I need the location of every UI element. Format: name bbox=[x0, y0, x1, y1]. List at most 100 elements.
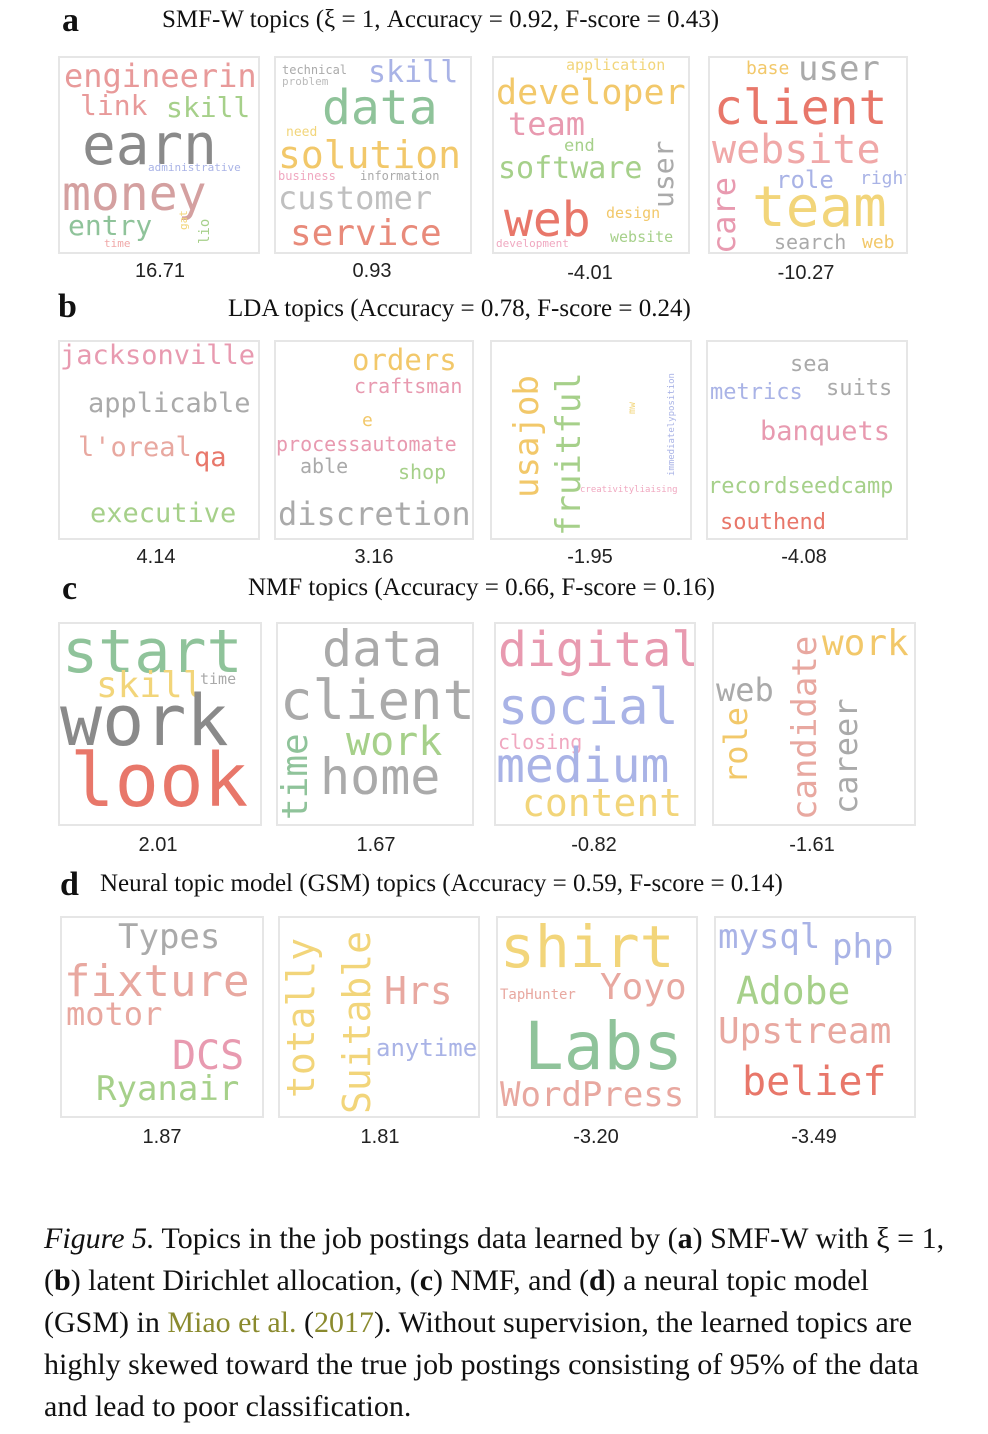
panel-letter-d: d bbox=[60, 866, 79, 903]
figure-label: Figure 5. bbox=[44, 1222, 155, 1255]
topic-score: 3.16 bbox=[354, 546, 394, 568]
cloud-word: role bbox=[717, 706, 755, 784]
wordcloud-a4: base user client website care role righ t… bbox=[708, 56, 908, 254]
cloud-word: administrative bbox=[148, 161, 241, 174]
cloud-word: totally bbox=[279, 937, 323, 1098]
cloud-word: data bbox=[322, 622, 443, 678]
cloud-word: data bbox=[322, 80, 438, 136]
wordcloud-b3: usajob fruitful mw immediatelyposition c… bbox=[490, 340, 692, 540]
figure-caption: Figure 5. Topics in the job postings dat… bbox=[44, 1218, 949, 1428]
wordcloud-b2: orders craftsman e processautomate able … bbox=[274, 340, 474, 540]
cloud-word: look bbox=[70, 738, 249, 824]
cloud-word: website bbox=[610, 228, 674, 246]
cloud-word: DCS bbox=[172, 1033, 245, 1079]
cloud-word: shirt bbox=[500, 916, 675, 981]
cloud-word: information bbox=[360, 169, 440, 183]
cloud-word: Suitable bbox=[335, 930, 379, 1114]
cloud-word: developer bbox=[496, 73, 686, 113]
cloud-word: time bbox=[200, 670, 237, 688]
cloud-word: earn bbox=[82, 113, 217, 178]
cloud-word: problem bbox=[282, 75, 329, 88]
cloud-word: career bbox=[827, 698, 865, 814]
wordcloud-c2: data client time work home bbox=[276, 622, 474, 826]
cloud-word: web bbox=[716, 671, 774, 709]
cloud-word: discretion bbox=[278, 495, 471, 533]
cloud-word: work bbox=[346, 719, 443, 765]
panel-letter-a: a bbox=[62, 2, 79, 39]
cloud-word: business bbox=[278, 169, 336, 183]
citation-year-link[interactable]: 2017 bbox=[313, 1306, 374, 1339]
cloud-word: Labs bbox=[524, 1008, 683, 1085]
cloud-word: team bbox=[508, 105, 586, 143]
wordcloud-c4: web work role candidate career bbox=[712, 622, 916, 826]
topic-score: 1.87 bbox=[142, 1126, 182, 1148]
cloud-word: jacksonville bbox=[60, 340, 256, 371]
cloud-word: software bbox=[498, 151, 643, 186]
cloud-word: craftsman bbox=[354, 374, 463, 398]
cloud-word: immediatelyposition bbox=[667, 373, 677, 476]
cloud-word: digital bbox=[498, 622, 696, 678]
wordcloud-a1: engineering link skill earn administrati… bbox=[58, 56, 260, 254]
caption-text: Topics in the job postings data learned … bbox=[154, 1222, 678, 1255]
cloud-word: search bbox=[774, 230, 847, 254]
cloud-word: work bbox=[822, 623, 909, 664]
cloud-word: creativityliaising bbox=[580, 485, 678, 495]
cloud-word: home bbox=[320, 748, 441, 806]
cloud-word: usajob bbox=[507, 375, 547, 498]
cloud-word: role bbox=[776, 166, 834, 194]
caption-text: ) a neural topic model (GSM) in bbox=[44, 1264, 869, 1339]
cloud-word: user bbox=[798, 56, 880, 89]
panel-letter-c: c bbox=[62, 570, 78, 607]
topic-score: 2.01 bbox=[138, 834, 178, 856]
cloud-word: client bbox=[280, 669, 474, 732]
cloud-word: medium bbox=[496, 738, 670, 794]
cloud-word: skill bbox=[166, 91, 251, 124]
cloud-word: executive bbox=[90, 498, 237, 529]
topic-score: -10.27 bbox=[777, 262, 835, 284]
wordcloud-a2: technical problem skill data need soluti… bbox=[274, 56, 472, 254]
caption-text: ) SMF-W with ξ = 1, ( bbox=[44, 1222, 945, 1297]
wordcloud-c3: digital social closing medium content bbox=[494, 622, 696, 826]
cloud-word: end bbox=[564, 136, 595, 156]
panel-title-a: SMF-W topics (ξ = 1, Accuracy = 0.92, F-… bbox=[162, 6, 720, 33]
topic-score: 1.67 bbox=[356, 834, 396, 856]
cloud-word: fixture bbox=[64, 956, 250, 1007]
caption-text: ( bbox=[296, 1306, 314, 1339]
cloud-word: motor bbox=[66, 995, 163, 1033]
wordcloud-a3: application developer team end software … bbox=[492, 56, 690, 254]
topic-score: -4.01 bbox=[567, 262, 613, 284]
cloud-word: web bbox=[504, 192, 591, 248]
cloud-word: able bbox=[300, 454, 349, 478]
cloud-word: entry bbox=[68, 209, 153, 242]
cloud-word: banquets bbox=[760, 416, 891, 447]
cloud-word: e bbox=[362, 410, 373, 431]
caption-panel-ref: a bbox=[677, 1222, 693, 1255]
cloud-word: Hrs bbox=[384, 969, 453, 1013]
cloud-word: candidate bbox=[785, 635, 825, 820]
wordcloud-b1: jacksonville applicable l'oreal qa execu… bbox=[58, 340, 260, 540]
cloud-word: TapHunter bbox=[500, 987, 576, 1003]
cloud-word: metrics bbox=[710, 380, 803, 405]
citation-authors-link[interactable]: Miao et al. bbox=[167, 1306, 297, 1339]
cloud-word: application bbox=[566, 56, 666, 74]
cloud-word: social bbox=[498, 678, 679, 736]
cloud-word: qa bbox=[194, 442, 227, 473]
cloud-word: base bbox=[746, 58, 790, 79]
cloud-word: engineering bbox=[64, 57, 260, 95]
topic-score: -3.20 bbox=[573, 1126, 619, 1148]
cloud-word: content bbox=[522, 781, 683, 825]
cloud-word: technical bbox=[282, 63, 348, 77]
cloud-word: Yoyo bbox=[600, 967, 687, 1008]
cloud-word: processautomate bbox=[276, 432, 457, 456]
caption-panel-ref: b bbox=[54, 1264, 71, 1297]
cloud-word: applicable bbox=[88, 388, 251, 419]
topic-score: 0.93 bbox=[352, 260, 392, 282]
panel-letter-b: b bbox=[58, 288, 77, 325]
cloud-word: mw bbox=[627, 401, 638, 414]
cloud-word: lio bbox=[197, 218, 213, 244]
cloud-word: php bbox=[832, 927, 894, 967]
cloud-word: Adobe bbox=[736, 969, 851, 1013]
cloud-word: anytime bbox=[376, 1034, 478, 1062]
panel-title-b: LDA topics (Accuracy = 0.78, F-score = 0… bbox=[228, 295, 691, 322]
